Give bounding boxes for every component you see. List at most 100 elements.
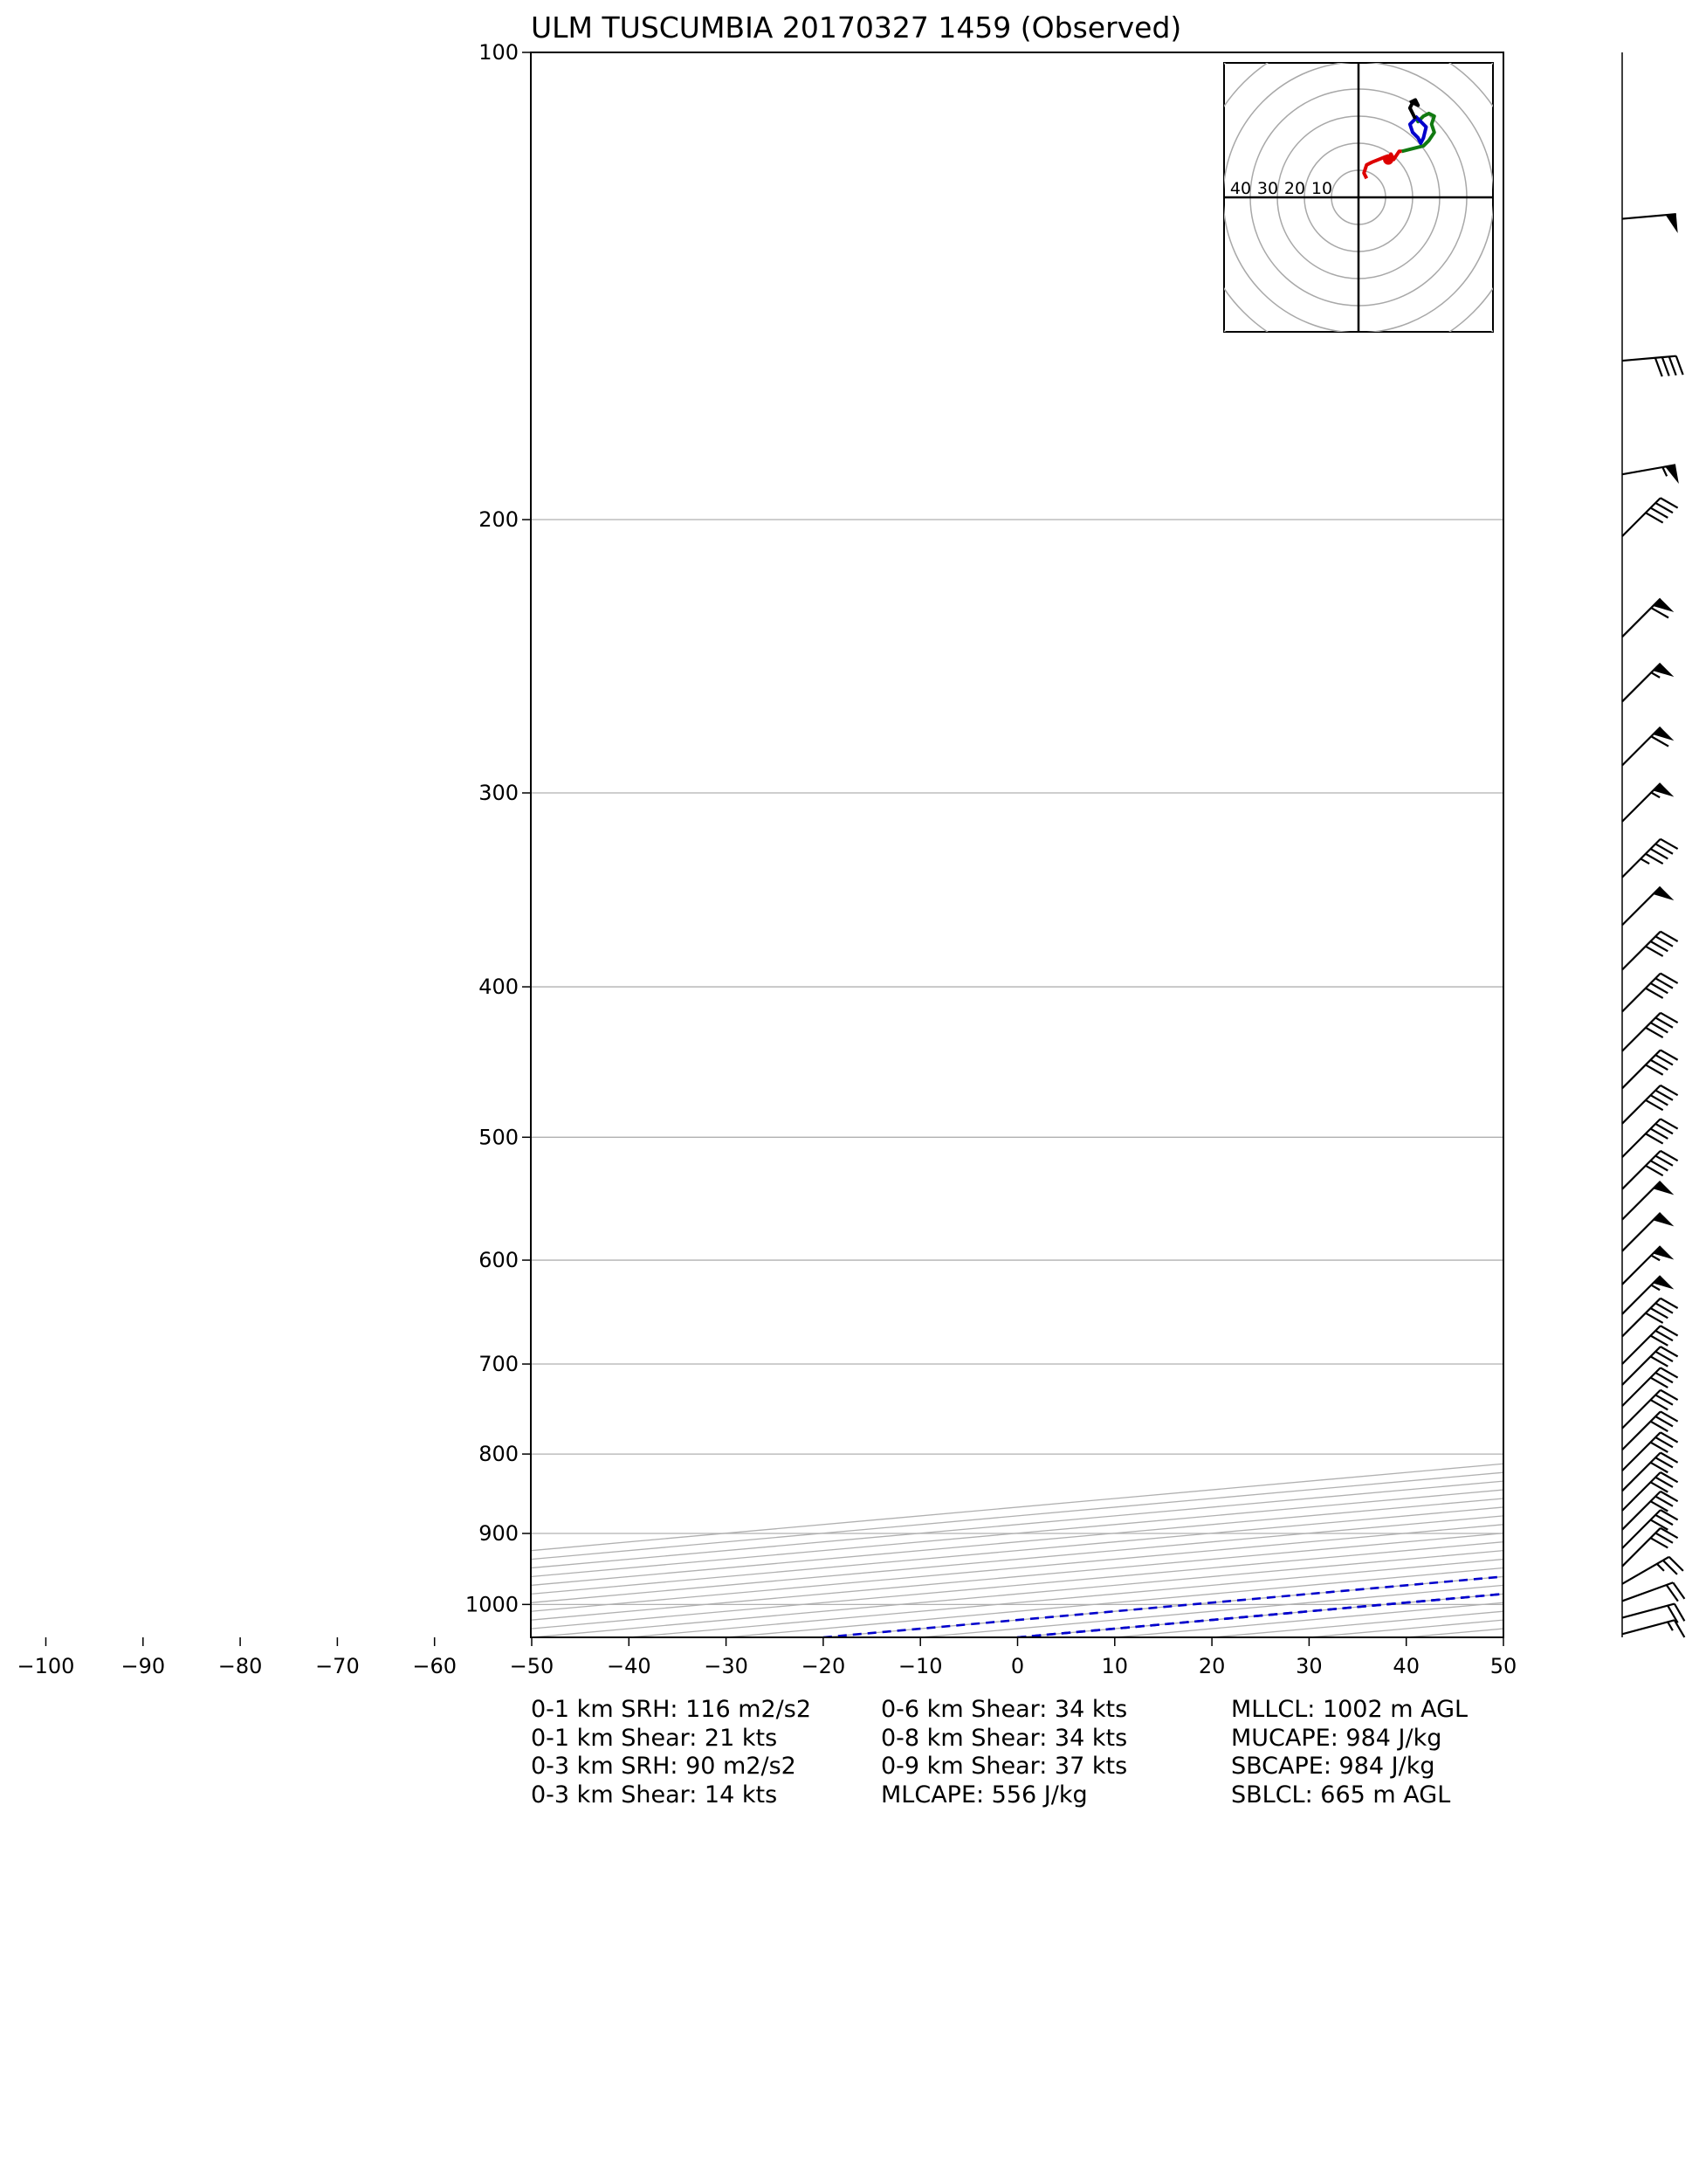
x-tick-label: −80 xyxy=(218,1654,263,1678)
index-sblcl: SBLCL: 665 m AGL xyxy=(1231,1781,1451,1809)
x-tick-label: 10 xyxy=(1102,1654,1129,1678)
wind-barb xyxy=(1621,1084,1679,1125)
x-tick-label: −40 xyxy=(607,1654,651,1678)
hodograph-trace xyxy=(1362,149,1402,180)
wind-barb xyxy=(1621,782,1675,823)
x-tick-label: −70 xyxy=(315,1654,360,1678)
wind-barb xyxy=(1621,662,1675,703)
wind-barb xyxy=(1621,1325,1679,1365)
wind-barb xyxy=(1621,1490,1679,1531)
index-mllcl: MLLCL: 1002 m AGL xyxy=(1231,1696,1469,1723)
x-tick-label: −20 xyxy=(801,1654,846,1678)
index-srh-0-3: 0-3 km SRH: 90 m2/s2 xyxy=(531,1753,796,1780)
y-tick-label: 300 xyxy=(478,781,519,805)
y-tick-label: 200 xyxy=(478,507,519,532)
y-tick-label: 600 xyxy=(478,1248,519,1272)
y-tick-label: 900 xyxy=(478,1521,519,1546)
x-tick-label: −50 xyxy=(510,1654,554,1678)
x-tick-label: −60 xyxy=(412,1654,457,1678)
wind-barb xyxy=(1621,885,1675,927)
index-srh-0-1: 0-1 km SRH: 116 m2/s2 xyxy=(531,1696,812,1723)
y-tick-label: 400 xyxy=(478,975,519,999)
hodograph-trace xyxy=(1407,98,1420,120)
isotherm-line xyxy=(531,1533,1503,1621)
hodograph-ring-label: 20 xyxy=(1284,179,1305,198)
index-mucape: MUCAPE: 984 J/kg xyxy=(1231,1724,1442,1752)
y-tick-label: 700 xyxy=(478,1352,519,1376)
wind-barb xyxy=(1621,597,1675,638)
chart-title: ULM TUSCUMBIA 20170327 1459 (Observed) xyxy=(531,10,1181,45)
wind-barb xyxy=(1621,1245,1675,1285)
wind-barb xyxy=(1621,726,1675,767)
wind-barb xyxy=(1621,1526,1679,1567)
hodograph-ring-label: 10 xyxy=(1311,179,1332,198)
wind-barb xyxy=(1621,1451,1679,1492)
wind-barb xyxy=(1621,1275,1675,1315)
index-col-2: 0-6 km Shear: 34 kts 0-8 km Shear: 34 kt… xyxy=(881,1696,1127,1809)
index-col-3: MLLCL: 1002 m AGL MUCAPE: 984 J/kg SBCAP… xyxy=(1231,1696,1468,1809)
wind-barb xyxy=(1621,497,1679,537)
x-tick-label: 20 xyxy=(1199,1654,1226,1678)
hodograph-storm-marker xyxy=(1383,154,1394,165)
wind-barb xyxy=(1621,1471,1679,1512)
isotherm-line xyxy=(531,1541,1503,1629)
index-shear-0-9: 0-9 km Shear: 37 kts xyxy=(881,1753,1128,1780)
y-tick-label: 100 xyxy=(478,40,519,65)
x-tick-label: 40 xyxy=(1393,1654,1420,1678)
hodograph-trace xyxy=(1407,114,1428,145)
wind-barb xyxy=(1621,1346,1679,1386)
wind-barb xyxy=(1621,1410,1679,1451)
wind-barb xyxy=(1621,1118,1679,1158)
wind-barb xyxy=(1621,1297,1679,1338)
hodograph-ring-label: 30 xyxy=(1257,179,1278,198)
wind-barb xyxy=(1621,1149,1679,1190)
axis-ticks: −100 −90 −80 −70 −60 −50 −40 −30 −20 −10 0 10 20 30 40… xyxy=(17,40,1517,1678)
wind-barb xyxy=(1621,1619,1686,1638)
y-tick-label: 800 xyxy=(478,1442,519,1466)
index-shear-0-1: 0-1 km Shear: 21 kts xyxy=(531,1724,778,1752)
index-shear-0-6: 0-6 km Shear: 34 kts xyxy=(881,1696,1128,1723)
index-sbcape: SBCAPE: 984 J/kg xyxy=(1231,1753,1435,1780)
wind-barb xyxy=(1621,930,1679,971)
wind-barbs xyxy=(1621,52,1686,1638)
wind-barb xyxy=(1621,464,1679,485)
hodograph-trace xyxy=(1401,111,1436,154)
y-tick-label: 1000 xyxy=(465,1592,519,1616)
isotherm-line xyxy=(629,1558,1503,1637)
wind-barb xyxy=(1621,837,1679,878)
x-tick-label: −30 xyxy=(704,1654,748,1678)
x-tick-label: 30 xyxy=(1296,1654,1323,1678)
x-tick-label: −90 xyxy=(120,1654,165,1678)
index-shear-0-8: 0-8 km Shear: 34 kts xyxy=(881,1724,1128,1752)
index-mlcape: MLCAPE: 556 J/kg xyxy=(881,1781,1088,1809)
wind-barb xyxy=(1621,355,1684,377)
wet_bulb-line xyxy=(1566,92,1699,1604)
wind-barb xyxy=(1621,1049,1679,1090)
wind-barb xyxy=(1621,1555,1684,1585)
isotherm-line xyxy=(531,1549,1503,1637)
virtual_temperature-line xyxy=(1598,1137,1699,1604)
wind-barb xyxy=(1621,1367,1679,1407)
wind-barb xyxy=(1621,1581,1686,1602)
hodograph-ring-label: 50 xyxy=(1203,179,1224,198)
x-tick-label: −100 xyxy=(17,1654,75,1678)
x-tick-label: 0 xyxy=(1011,1654,1024,1678)
wind-barb xyxy=(1621,1388,1679,1430)
wind-barb xyxy=(1621,1602,1686,1623)
hodograph-ring-label: 40 xyxy=(1230,179,1251,198)
x-tick-label: 50 xyxy=(1490,1654,1517,1678)
wind-barb xyxy=(1621,1212,1675,1252)
wind-barb xyxy=(1621,1509,1679,1549)
index-shear-0-3: 0-3 km Shear: 14 kts xyxy=(531,1781,778,1809)
wind-barb xyxy=(1621,1181,1675,1221)
plot-grid xyxy=(531,52,1503,1637)
wind-barb xyxy=(1621,213,1678,234)
x-tick-label: −10 xyxy=(898,1654,943,1678)
wind-barb xyxy=(1621,972,1679,1013)
y-tick-label: 500 xyxy=(478,1125,519,1149)
wind-barb xyxy=(1621,1011,1679,1052)
isotherm-line xyxy=(726,1567,1503,1637)
hodograph-inset: 50 40 30 20 10 xyxy=(1203,62,1494,333)
wind-barb xyxy=(1621,1431,1679,1471)
